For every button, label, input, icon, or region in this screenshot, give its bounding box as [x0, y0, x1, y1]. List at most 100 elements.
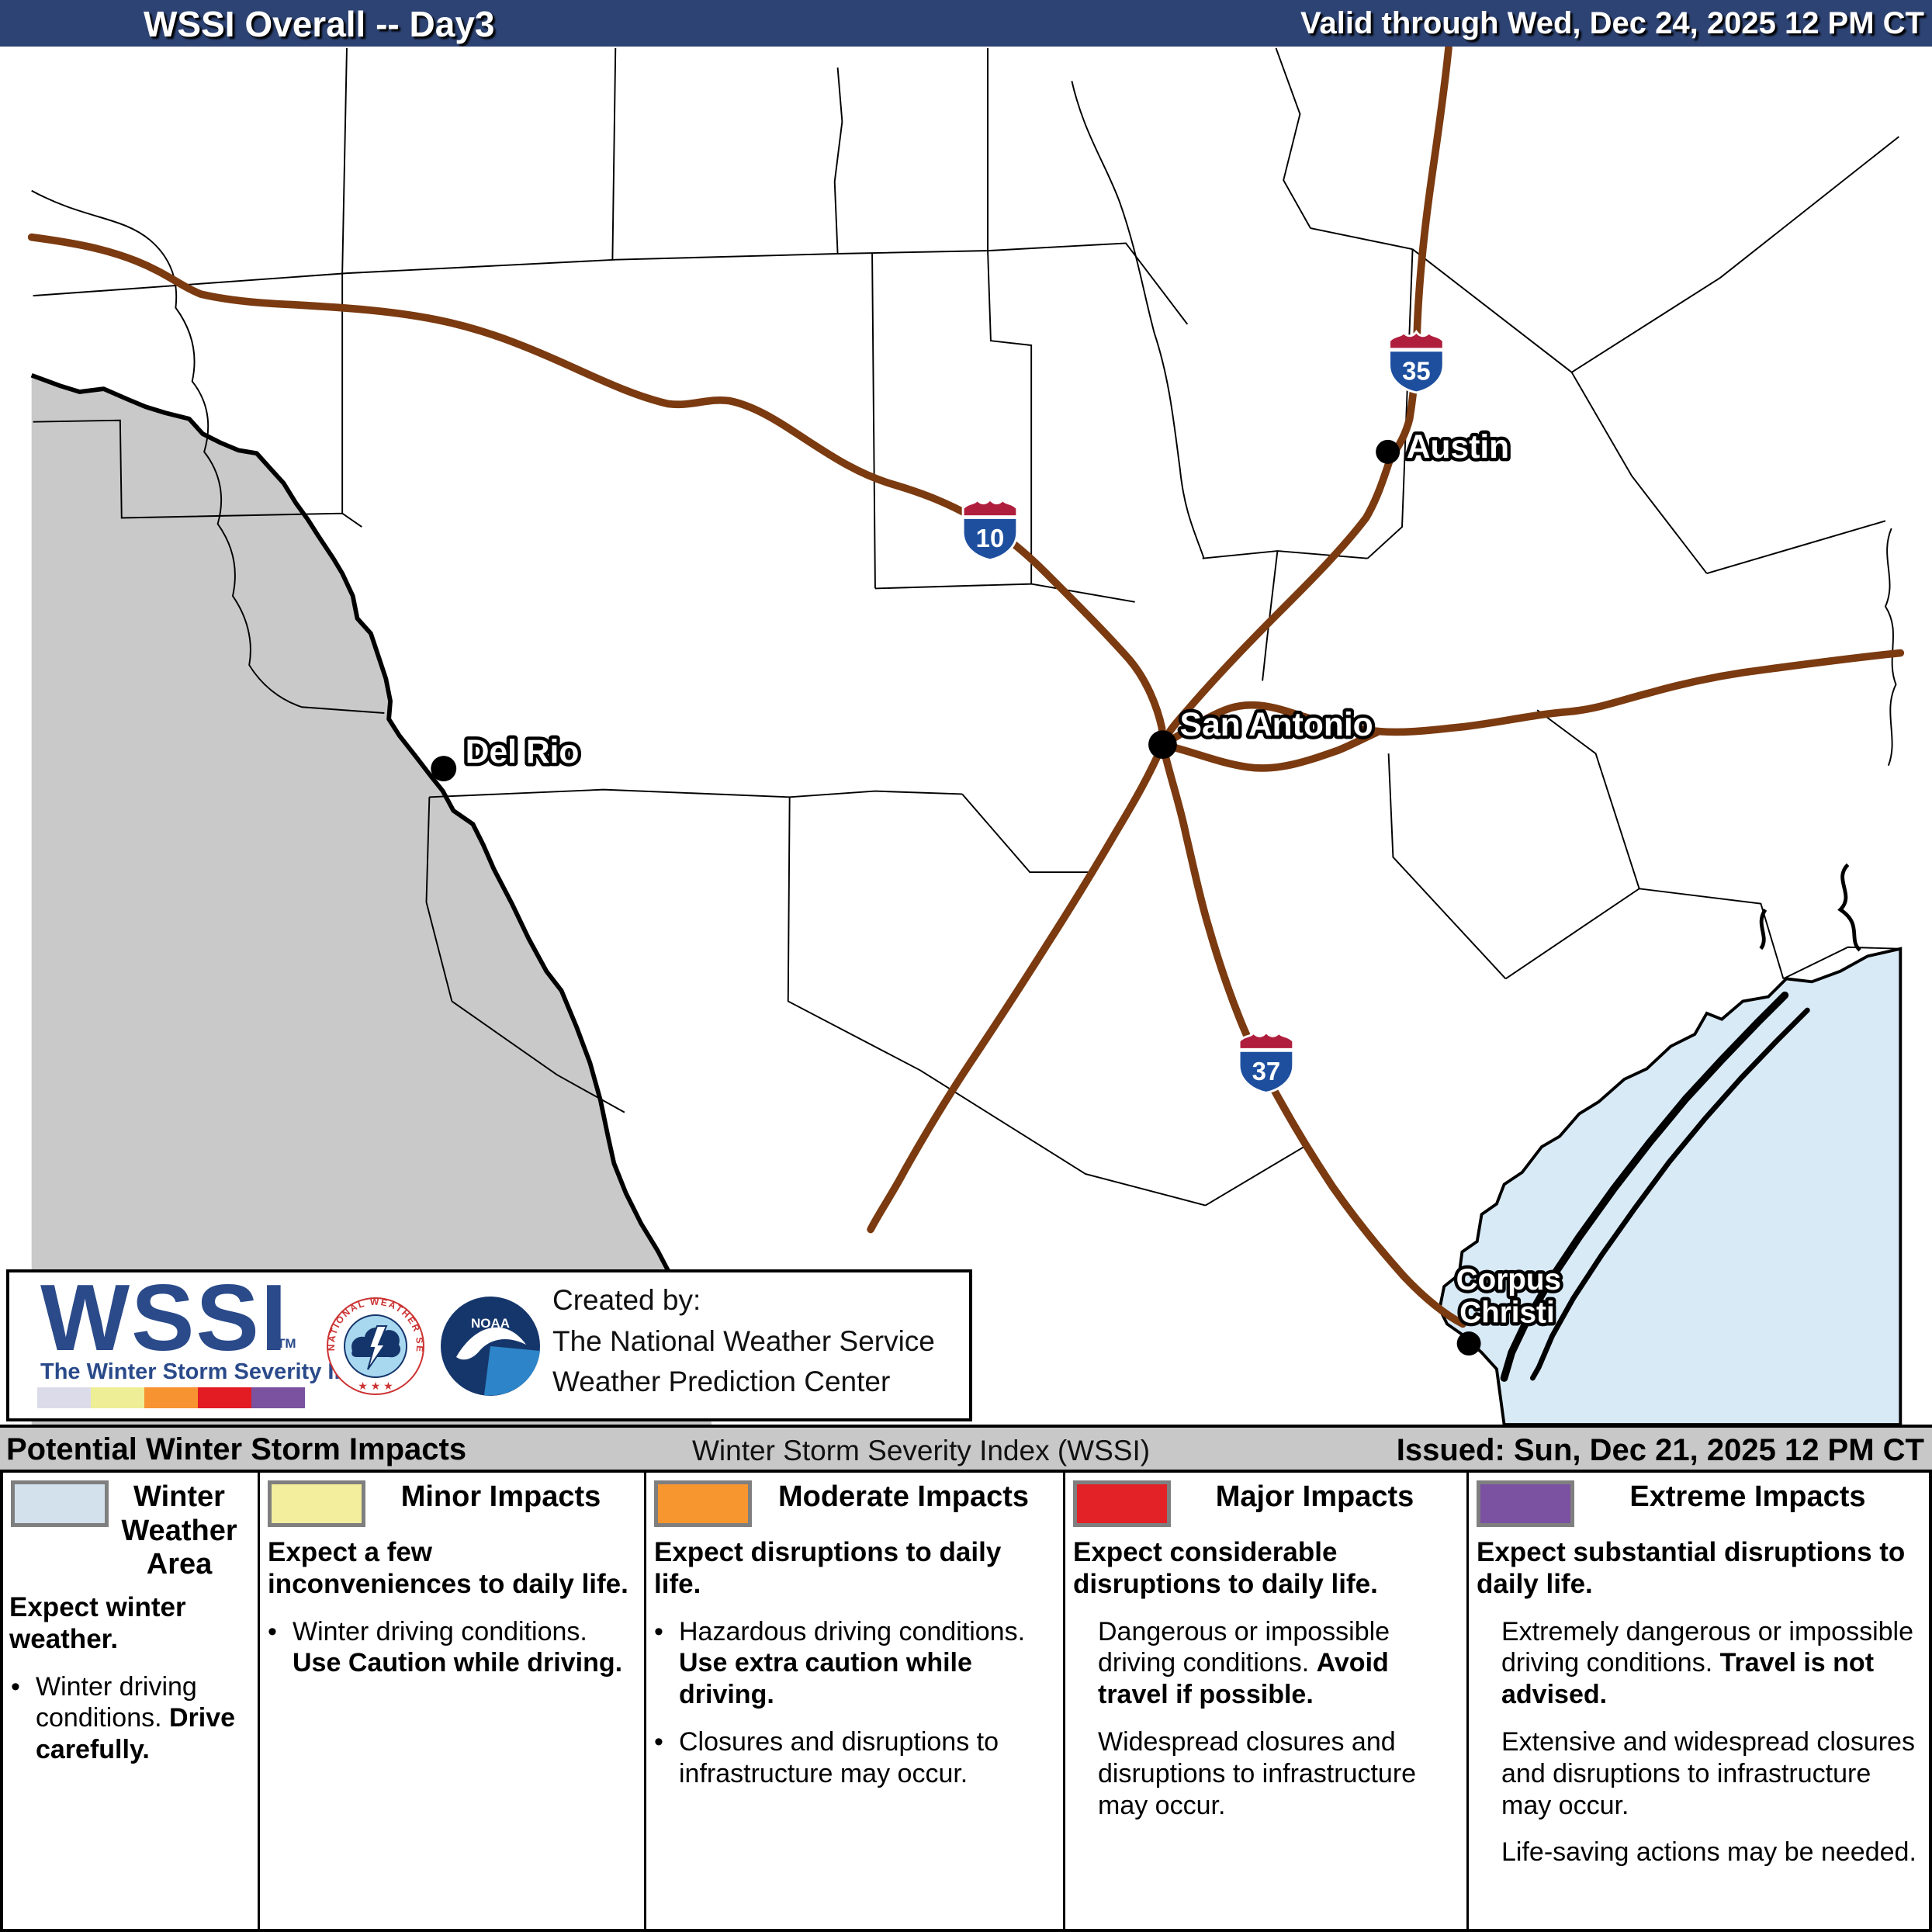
san-antonio-dot [1148, 730, 1177, 759]
extreme-title: Extreme Impacts [1629, 1480, 1866, 1513]
winter-weather-item: • Winter driving conditions. Drive caref… [11, 1671, 250, 1766]
wssi-tm-mark: TM [277, 1336, 296, 1351]
strip-swatch-major [198, 1387, 251, 1408]
major-item-2: Widespread closures and disruptions to i… [1073, 1726, 1459, 1821]
extreme-swatch [1477, 1480, 1574, 1527]
winter-weather-lead: Expect winter weather. [9, 1592, 186, 1655]
bullet-icon: • [11, 1671, 20, 1702]
bullet-icon: • [654, 1726, 663, 1757]
legend-col-winter-weather: Winter Weather Area Expect winter weathe… [3, 1473, 258, 1929]
extreme-item-2: Extensive and widespread closures and di… [1477, 1726, 1921, 1821]
winter-weather-item-text: Winter driving conditions. Drive careful… [36, 1671, 236, 1765]
i35-shield: 35 [1388, 329, 1445, 394]
bullet-icon [1477, 1837, 1501, 1868]
extreme-item-3-text: Life-saving actions may be needed. [1501, 1837, 1916, 1868]
moderate-lead: Expect disruptions to daily life. [654, 1537, 1002, 1600]
barrier-island [1500, 991, 1789, 1382]
major-item-1: Dangerous or impossible driving conditio… [1073, 1616, 1459, 1711]
minor-item-text: Winter driving conditions. Use Caution w… [293, 1616, 623, 1678]
rio-grande-border [30, 372, 714, 1383]
extreme-lead: Expect substantial disruptions to daily … [1477, 1537, 1906, 1600]
credit-line2: The National Weather Service [552, 1324, 935, 1357]
coastal-inlets [1759, 863, 1861, 952]
moderate-item-2-text: Closures and disruptions to infrastructu… [679, 1726, 999, 1788]
river-guadalupe [1884, 528, 1897, 767]
mexico-region [31, 375, 712, 1425]
major-title: Major Impacts [1215, 1480, 1414, 1513]
svg-text:★ ★ ★: ★ ★ ★ [358, 1380, 393, 1392]
highway-i35 [1158, 47, 1452, 749]
i10-shield-number: 10 [976, 524, 1005, 552]
minor-title: Minor Impacts [400, 1480, 601, 1513]
strip-swatch-extreme [251, 1387, 305, 1408]
highway-us90-east [1158, 729, 1380, 772]
minor-swatch [268, 1480, 365, 1527]
legend-col-moderate: Moderate Impacts Expect disruptions to d… [644, 1473, 1063, 1929]
winter-weather-title: Winter Weather Area [121, 1480, 237, 1581]
major-swatch [1073, 1480, 1171, 1527]
minor-lead: Expect a few inconveniences to daily lif… [268, 1537, 628, 1600]
bullet-icon [1477, 1726, 1501, 1821]
bullet-icon [1477, 1616, 1501, 1711]
page-title: WSSI Overall -- Day3 [144, 4, 495, 44]
river-devils [31, 189, 385, 714]
highway-i35-south [867, 740, 1167, 1234]
corpus-christi-dot [1456, 1331, 1481, 1356]
bullet-icon: • [654, 1616, 663, 1646]
wssi-color-strip [37, 1387, 305, 1408]
extreme-item-2-text: Extensive and widespread closures and di… [1501, 1726, 1915, 1820]
bullet-icon [1073, 1726, 1098, 1821]
strip-swatch-minor [91, 1387, 144, 1408]
moderate-item-1-text: Hazardous driving conditions. Use extra … [679, 1616, 1026, 1710]
winter-weather-swatch [11, 1480, 109, 1527]
map-area[interactable]: 35 10 37 Austin San Antonio Del Rio Corp… [0, 47, 1932, 1425]
extreme-item-1: Extremely dangerous or impossible drivin… [1477, 1616, 1921, 1711]
status-bar-title: Potential Winter Storm Impacts [6, 1432, 467, 1466]
strip-swatch-moderate [144, 1387, 198, 1408]
issued-text: Issued: Sun, Dec 21, 2025 12 PM CT [1396, 1433, 1924, 1467]
credit-line3: Weather Prediction Center [552, 1366, 891, 1398]
moderate-item-2: • Closures and disruptions to infrastruc… [654, 1726, 1055, 1790]
gulf-water [1438, 947, 1903, 1425]
highway-i10-west [27, 233, 1167, 749]
barrier-island-outer [1529, 1007, 1810, 1381]
header-bar: WSSI Overall -- Day3 Valid through Wed, … [0, 0, 1932, 49]
minor-item: • Winter driving conditions. Use Caution… [268, 1616, 636, 1680]
i10-shield: 10 [961, 497, 1019, 562]
svg-text:NOAA: NOAA [471, 1316, 510, 1331]
status-bar-subtitle: Winter Storm Severity Index (WSSI) [692, 1435, 1151, 1466]
highway-i37 [1158, 740, 1467, 1328]
moderate-swatch [654, 1480, 752, 1527]
wssi-logo-text: WSSI [40, 1265, 289, 1370]
legend-col-extreme: Extreme Impacts Expect substantial disru… [1466, 1473, 1929, 1929]
extreme-item-3: Life-saving actions may be needed. [1477, 1837, 1921, 1868]
austin-label: Austin [1407, 428, 1509, 466]
credit-line1: Created by: [552, 1284, 701, 1316]
noaa-logo-icon: NOAA [441, 1297, 540, 1396]
logo-credit-box: WSSI TM The Winter Storm Severity Index [6, 1265, 972, 1421]
nws-logo-icon: NATIONAL WEATHER SERVICE ★ ★ ★ [326, 1297, 424, 1395]
status-bar: Potential Winter Storm Impacts Winter St… [0, 1425, 1932, 1473]
moderate-title: Moderate Impacts [777, 1480, 1030, 1513]
river-colorado [1071, 81, 1205, 559]
strip-swatch-winter [37, 1387, 91, 1408]
agency-logos: NATIONAL WEATHER SERVICE ★ ★ ★ NOAA [326, 1297, 540, 1396]
wssi-tagline: The Winter Storm Severity Index [40, 1359, 387, 1384]
bullet-icon [1073, 1616, 1098, 1711]
austin-dot [1376, 439, 1401, 464]
impact-legend: Winter Weather Area Expect winter weathe… [0, 1473, 1932, 1932]
legend-col-major: Major Impacts Expect considerable disrup… [1063, 1473, 1466, 1929]
county-lines [33, 47, 1899, 1207]
bullet-icon: • [268, 1616, 277, 1646]
i35-shield-number: 35 [1402, 356, 1431, 385]
corpus-christi-label-line1: Corpus [1456, 1263, 1561, 1297]
major-item-2-text: Widespread closures and disruptions to i… [1098, 1726, 1417, 1820]
valid-through-text: Valid through Wed, Dec 24, 2025 12 PM CT [1300, 6, 1924, 40]
del-rio-dot [431, 756, 457, 782]
map-svg: 35 10 37 Austin San Antonio Del Rio Corp… [27, 47, 1905, 1425]
del-rio-label: Del Rio [466, 733, 580, 770]
moderate-item-1: • Hazardous driving conditions. Use extr… [654, 1616, 1055, 1711]
major-item-1-text: Dangerous or impossible driving conditio… [1098, 1616, 1390, 1710]
i37-shield: 37 [1238, 1030, 1295, 1094]
